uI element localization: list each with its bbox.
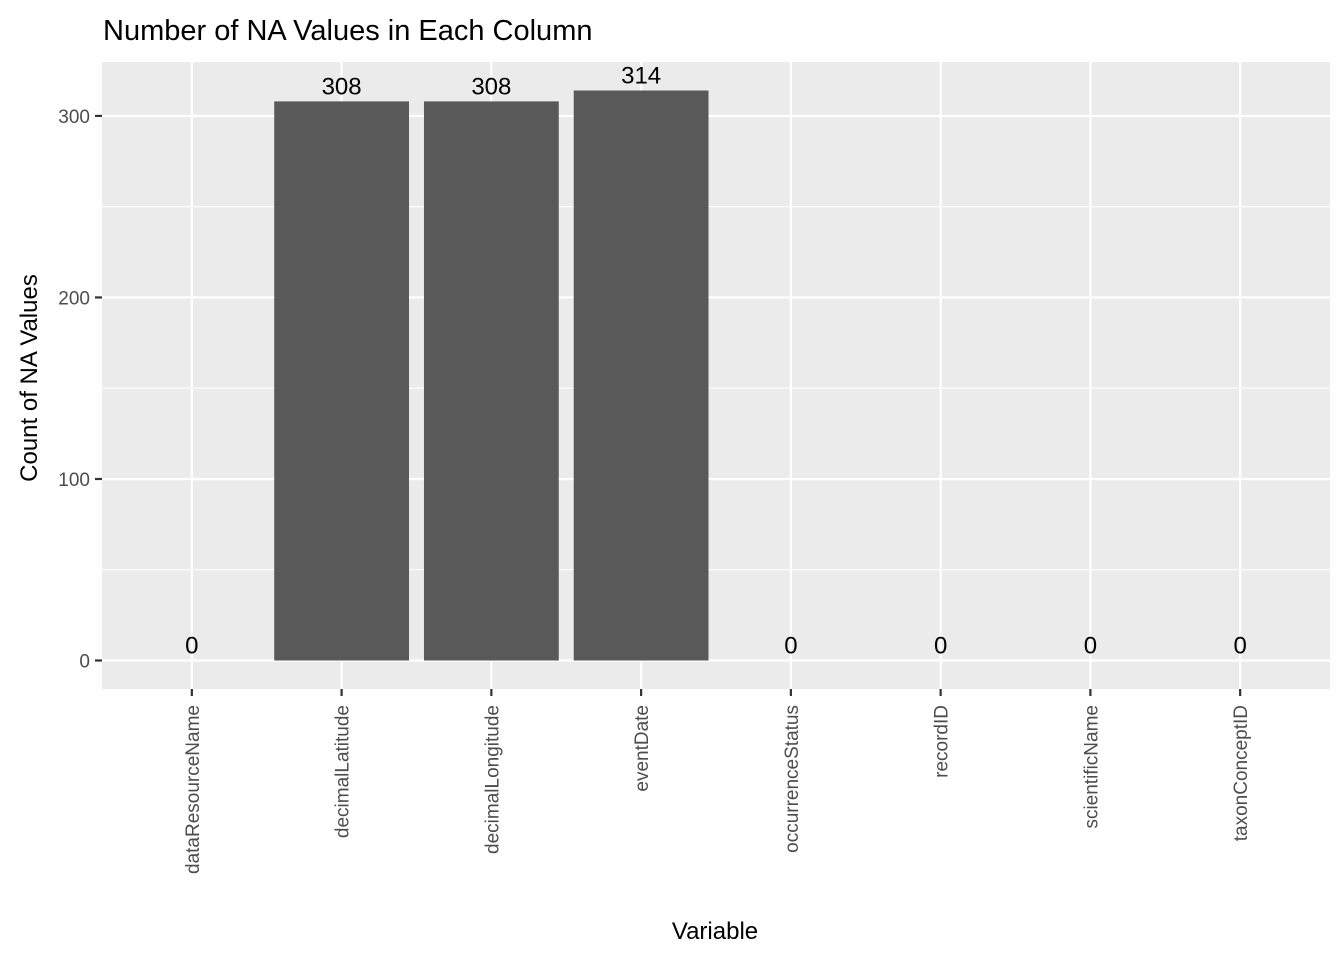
- data-label: 0: [1233, 633, 1246, 660]
- x-tick-label: occurrenceStatus: [782, 705, 803, 853]
- y-tick-label: 100: [58, 470, 90, 491]
- data-label: 308: [322, 73, 362, 100]
- data-label: 0: [185, 633, 198, 660]
- x-axis-title: Variable: [672, 918, 758, 945]
- y-tick-label: 200: [58, 288, 90, 309]
- data-label: 0: [784, 633, 797, 660]
- bar: [423, 101, 559, 661]
- x-tick-label: recordID: [932, 705, 953, 778]
- x-tick-label: taxonConceptID: [1231, 705, 1252, 841]
- x-tick-label: dataResourceName: [183, 705, 204, 874]
- bar: [573, 90, 709, 661]
- data-label: 0: [934, 633, 947, 660]
- chart-title: Number of NA Values in Each Column: [103, 15, 592, 47]
- x-tick-label: scientificName: [1081, 705, 1102, 829]
- x-axis: dataResourceName decimalLatitude decimalLo…: [183, 689, 1252, 874]
- data-label: 308: [471, 73, 511, 100]
- bars: [274, 90, 709, 661]
- y-tick-label: 300: [58, 107, 90, 128]
- x-tick-label: decimalLongitude: [482, 705, 503, 854]
- x-tick-label: decimalLatitude: [333, 705, 354, 838]
- y-axis: 0 100 200 300: [58, 107, 102, 673]
- y-tick-label: 0: [79, 652, 90, 673]
- data-labels: 0 308 308 314 0 0 0 0: [185, 63, 1247, 660]
- y-axis-title: Count of NA Values: [16, 274, 43, 482]
- bar: [274, 101, 409, 661]
- data-label: 314: [621, 63, 661, 90]
- x-tick-label: eventDate: [632, 705, 653, 792]
- data-label: 0: [1084, 633, 1097, 660]
